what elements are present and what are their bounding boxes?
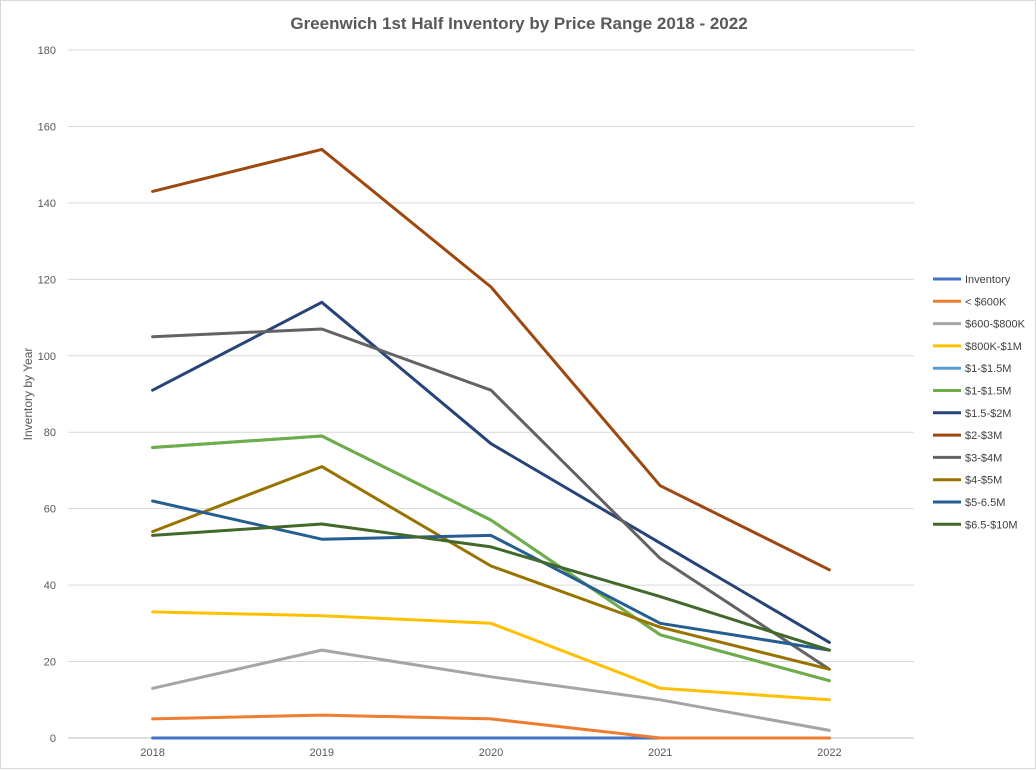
x-tick-label: 2018 [140,747,164,759]
x-tick-label: 2022 [817,747,841,759]
y-tick-label: 160 [38,121,56,133]
legend-label: < $600K [965,296,1007,308]
legend-label: $6.5-$10M [965,519,1018,531]
chart-title: Greenwich 1st Half Inventory by Price Ra… [290,14,747,33]
series-line-1-1-5m-5 [151,434,831,683]
y-tick-label: 60 [44,504,56,516]
series-lines [151,147,831,740]
legend-label: Inventory [965,274,1011,286]
x-tick-label: 2020 [479,747,503,759]
y-tick-label: 80 [44,427,56,439]
x-tick-label: 2021 [648,747,672,759]
series-line-5-6-5m-10 [151,499,831,652]
legend-label: $800K-$1M [965,341,1022,353]
legend-label: $1-$1.5M [965,363,1011,375]
legend-label: $2-$3M [965,430,1002,442]
legend-label: $600-$800K [965,319,1026,331]
y-tick-label: 140 [38,198,56,210]
x-tick-label: 2019 [310,747,334,759]
series-line-6-5-10m-11 [151,522,831,652]
series-line-3-4m-8 [151,327,831,671]
legend-label: $3-$4M [965,452,1002,464]
y-tick-label: 100 [38,351,56,363]
series-line-600-800k-2 [151,648,831,732]
legend-label: $5-6.5M [965,497,1005,509]
series-line-800k-1m-3 [151,610,831,702]
y-tick-label: 120 [38,274,56,286]
legend-label: $1.5-$2M [965,408,1011,420]
legend-label: $1-$1.5M [965,386,1011,398]
axes: 0 20 40 60 80 100 120 140 160 180 2018 2019 2020 2021… [38,45,914,759]
y-tick-label: 0 [50,733,56,745]
legend-label: $4-$5M [965,475,1002,487]
series-line-1-5-2m-6 [151,300,831,644]
series-line-600k-1 [151,713,831,740]
y-axis-title: Inventory by Year [21,348,35,441]
y-tick-label: 40 [44,580,56,592]
gridlines [68,49,914,663]
y-tick-label: 180 [38,45,56,57]
series-line-2-3m-7 [151,147,831,572]
y-tick-label: 20 [44,657,56,669]
series-line-4-5m-9 [151,465,831,671]
legend: Inventory < $600K $600-$800K $800K-$1M $1-$1… [933,274,1026,531]
